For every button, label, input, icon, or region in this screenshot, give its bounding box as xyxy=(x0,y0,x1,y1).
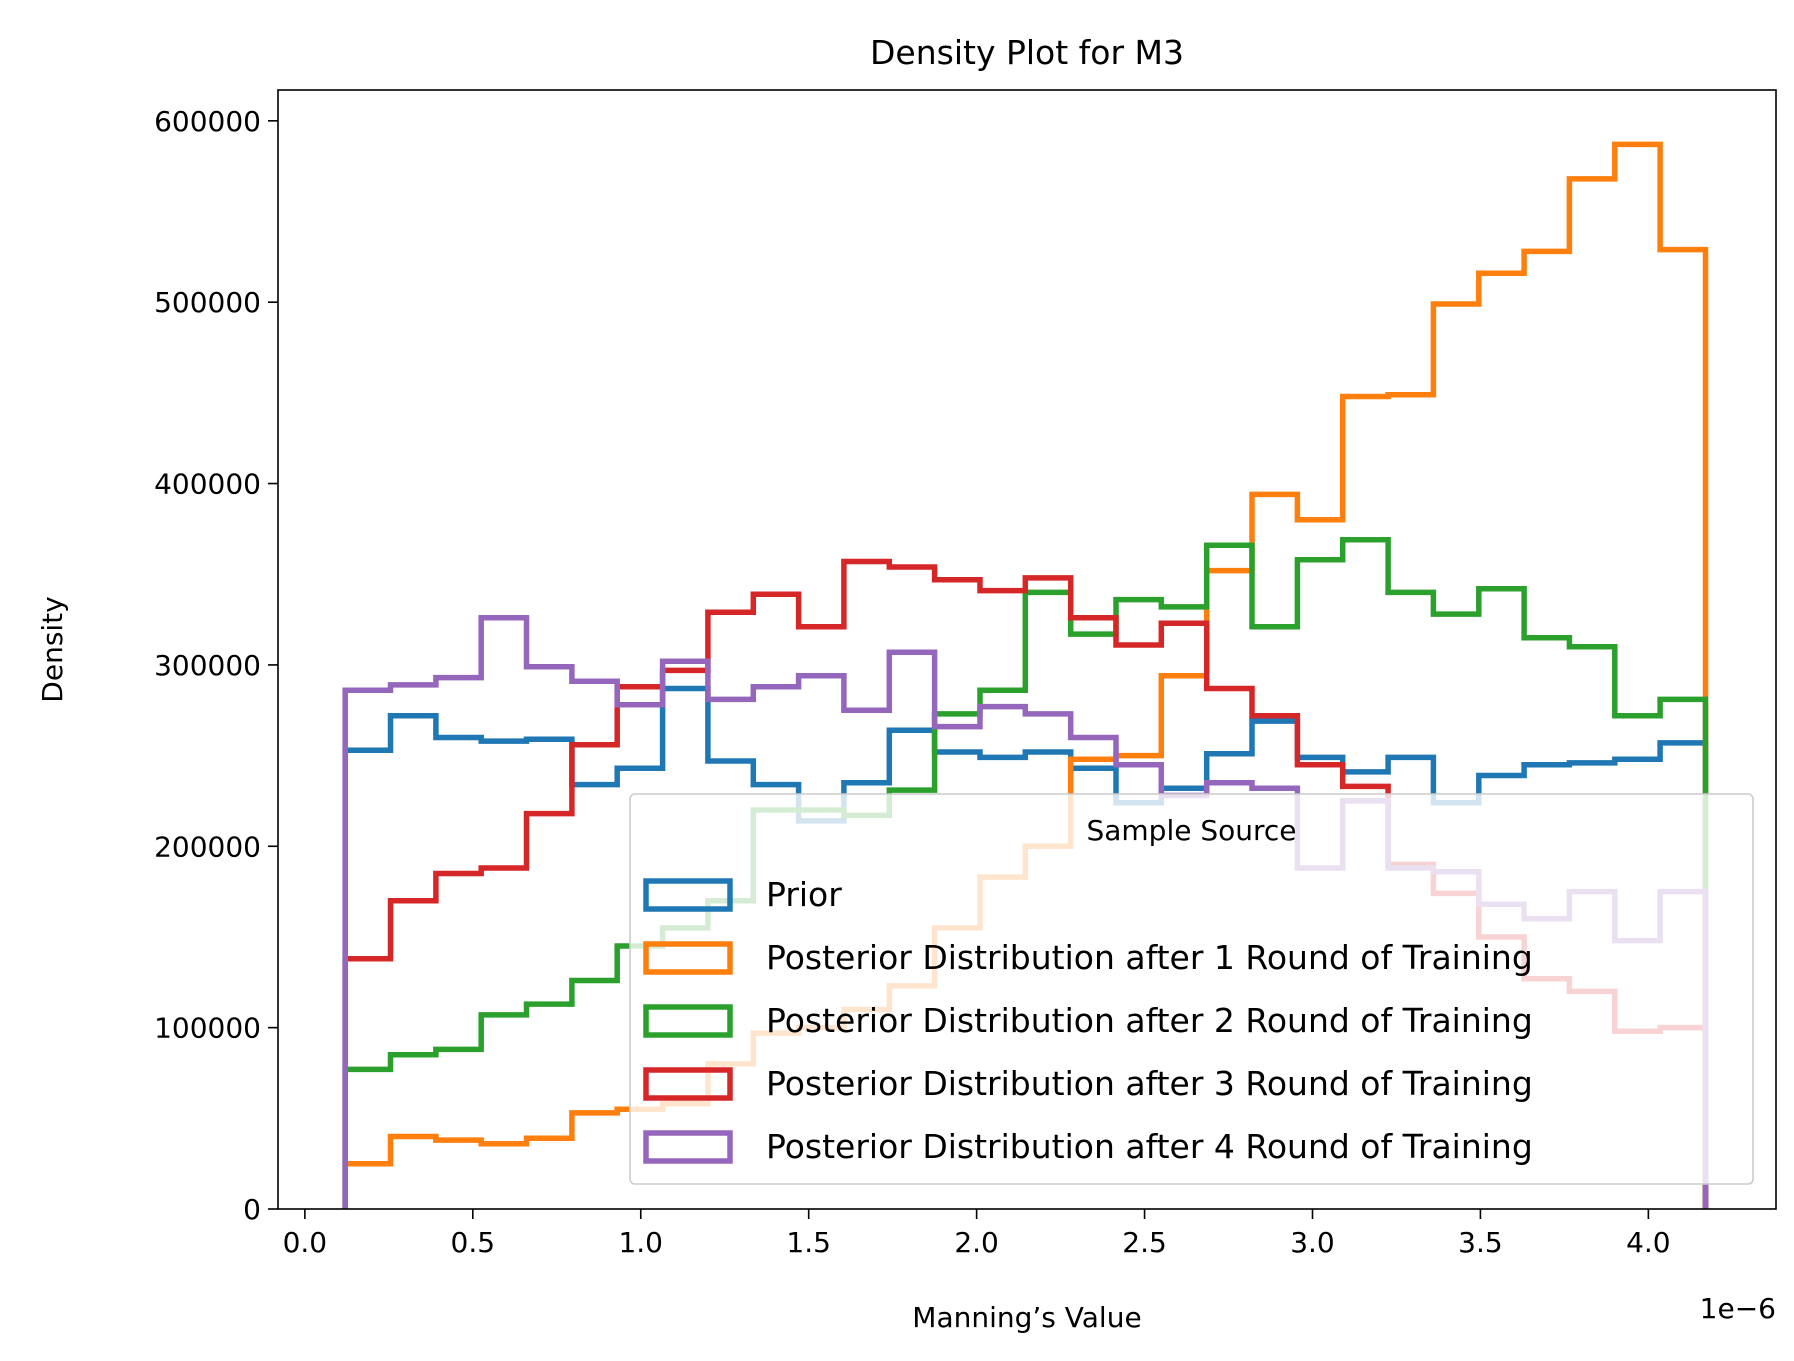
legend-label-5: Posterior Distribution after 4 Round of … xyxy=(766,1127,1533,1166)
x-tick-label: 4.0 xyxy=(1626,1226,1671,1259)
x-tick-label: 2.0 xyxy=(954,1226,999,1259)
y-tick-label: 600000 xyxy=(154,105,261,138)
x-ticks: 0.0 0.5 1.0 1.5 2.0 2.5 3.0 3.5 4.0 xyxy=(283,1209,1671,1259)
y-ticks: 0 100000 200000 300000 400000 500000 600000 xyxy=(154,105,278,1226)
legend-swatch-1 xyxy=(643,878,733,912)
legend-label-4: Posterior Distribution after 3 Round of … xyxy=(766,1064,1533,1103)
y-tick-label: 300000 xyxy=(154,649,261,682)
y-tick-label: 200000 xyxy=(154,830,261,863)
legend-items: Prior Posterior Distribution after 1 Roun… xyxy=(643,875,1533,1166)
legend-title: Sample Source xyxy=(1086,814,1296,847)
y-tick-label: 500000 xyxy=(154,286,261,319)
legend-swatch-4 xyxy=(643,1067,733,1101)
y-axis-label: Density xyxy=(36,596,69,702)
y-tick-label: 100000 xyxy=(154,1012,261,1045)
x-tick-label: 3.5 xyxy=(1458,1226,1503,1259)
x-tick-label: 3.0 xyxy=(1290,1226,1335,1259)
legend-label-2: Posterior Distribution after 1 Round of … xyxy=(766,938,1533,977)
x-tick-label: 2.5 xyxy=(1122,1226,1167,1259)
legend-swatch-5 xyxy=(643,1130,733,1164)
x-axis-offset-label: 1e−6 xyxy=(1700,1292,1776,1325)
legend-label-3: Posterior Distribution after 2 Round of … xyxy=(766,1001,1533,1040)
legend-label-1: Prior xyxy=(766,875,842,914)
x-tick-label: 0.0 xyxy=(283,1226,328,1259)
axes-frame xyxy=(277,89,1777,1210)
chart-title: Density Plot for M3 xyxy=(870,33,1184,72)
x-axis-label: Manning’s Value xyxy=(912,1301,1141,1334)
x-tick-label: 1.5 xyxy=(786,1226,831,1259)
legend-swatch-2 xyxy=(643,941,733,975)
y-tick-label: 0 xyxy=(243,1193,261,1226)
y-tick-label: 400000 xyxy=(154,468,261,501)
legend-swatch-3 xyxy=(643,1004,733,1038)
legend: Sample Source Prior Posterior Distributio… xyxy=(629,793,1754,1185)
x-tick-label: 0.5 xyxy=(451,1226,496,1259)
legend-box xyxy=(629,793,1754,1185)
x-tick-label: 1.0 xyxy=(618,1226,663,1259)
